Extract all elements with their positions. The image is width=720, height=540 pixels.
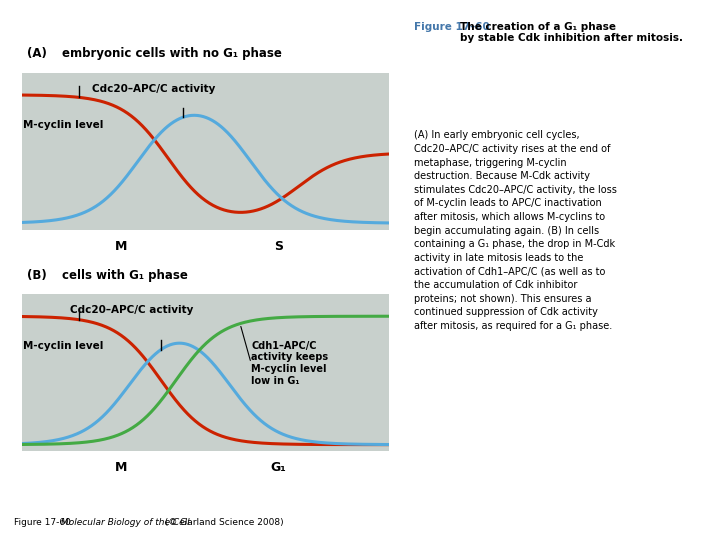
- Text: (B): (B): [27, 269, 47, 282]
- Text: M: M: [114, 461, 127, 474]
- Text: M: M: [114, 240, 127, 253]
- Text: embryonic cells with no G₁ phase: embryonic cells with no G₁ phase: [62, 48, 282, 60]
- Text: Figure 17–60: Figure 17–60: [414, 22, 493, 32]
- Text: Cdh1–APC/C
activity keeps
M-cyclin level
low in G₁: Cdh1–APC/C activity keeps M-cyclin level…: [251, 341, 328, 386]
- Text: Cdc20–APC/C activity: Cdc20–APC/C activity: [70, 305, 194, 315]
- Text: cells with G₁ phase: cells with G₁ phase: [62, 269, 188, 282]
- Text: (A) In early embryonic cell cycles,
Cdc20–APC/C activity rises at the end of
met: (A) In early embryonic cell cycles, Cdc2…: [414, 130, 617, 331]
- Text: Molecular Biology of the Cell: Molecular Biology of the Cell: [60, 518, 189, 527]
- Text: Cdc20–APC/C activity: Cdc20–APC/C activity: [92, 84, 215, 94]
- Text: M-cyclin level: M-cyclin level: [24, 341, 104, 351]
- Text: G₁: G₁: [271, 461, 287, 474]
- Text: S: S: [274, 240, 283, 253]
- Text: (© Garland Science 2008): (© Garland Science 2008): [161, 518, 283, 527]
- Text: Figure 17-60: Figure 17-60: [14, 518, 80, 527]
- Text: M-cyclin level: M-cyclin level: [24, 119, 104, 130]
- Text: (A): (A): [27, 48, 47, 60]
- Text: The creation of a G₁ phase
by stable Cdk inhibition after mitosis.: The creation of a G₁ phase by stable Cdk…: [460, 22, 683, 43]
